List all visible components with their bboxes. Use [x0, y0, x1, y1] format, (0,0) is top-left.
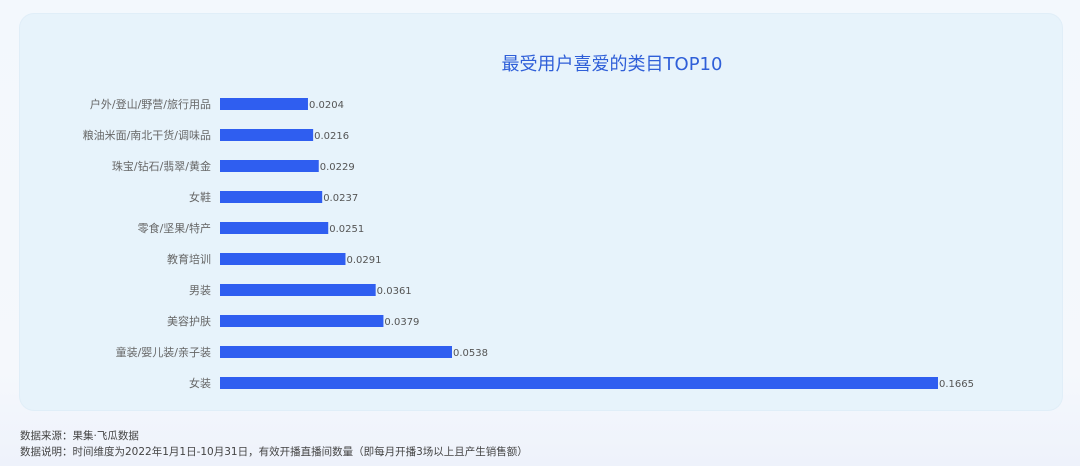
value-label: 0.0229	[320, 162, 355, 173]
value-label: 0.0379	[384, 317, 419, 328]
bar	[220, 253, 346, 265]
chart-card	[20, 14, 1062, 410]
data-note: 数据说明：时间维度为2022年1月1日-10月31日，有效开播直播间数量（即每月…	[20, 446, 528, 458]
value-label: 0.0216	[314, 131, 349, 142]
value-label: 0.0237	[323, 193, 358, 204]
value-label: 0.0251	[329, 224, 364, 235]
bar	[220, 284, 376, 296]
bar	[220, 191, 323, 203]
category-label: 户外/登山/野营/旅行用品	[90, 97, 211, 111]
bar	[220, 346, 453, 358]
category-label: 美容护肤	[167, 314, 211, 328]
bar	[220, 129, 314, 141]
category-label: 女鞋	[189, 190, 211, 204]
value-label: 0.1665	[939, 379, 974, 390]
bar	[220, 222, 329, 234]
data-source: 数据来源：果集·飞瓜数据	[20, 430, 139, 442]
category-label: 教育培训	[167, 252, 211, 266]
category-label: 珠宝/钻石/翡翠/黄金	[112, 159, 211, 173]
category-label: 女装	[189, 376, 211, 390]
bar	[220, 98, 308, 110]
category-label: 零食/坚果/特产	[138, 221, 211, 235]
bar	[220, 377, 938, 389]
category-label: 粮油米面/南北干货/调味品	[83, 128, 211, 142]
value-label: 0.0204	[309, 100, 344, 111]
value-label: 0.0291	[346, 255, 381, 266]
chart-title: 最受用户喜爱的类目TOP10	[501, 54, 723, 75]
bar	[220, 160, 319, 172]
value-label: 0.0361	[377, 286, 412, 297]
category-label: 男装	[189, 284, 211, 297]
category-label: 童装/婴儿装/亲子装	[116, 345, 211, 359]
bar	[220, 315, 384, 327]
value-label: 0.0538	[453, 348, 488, 359]
